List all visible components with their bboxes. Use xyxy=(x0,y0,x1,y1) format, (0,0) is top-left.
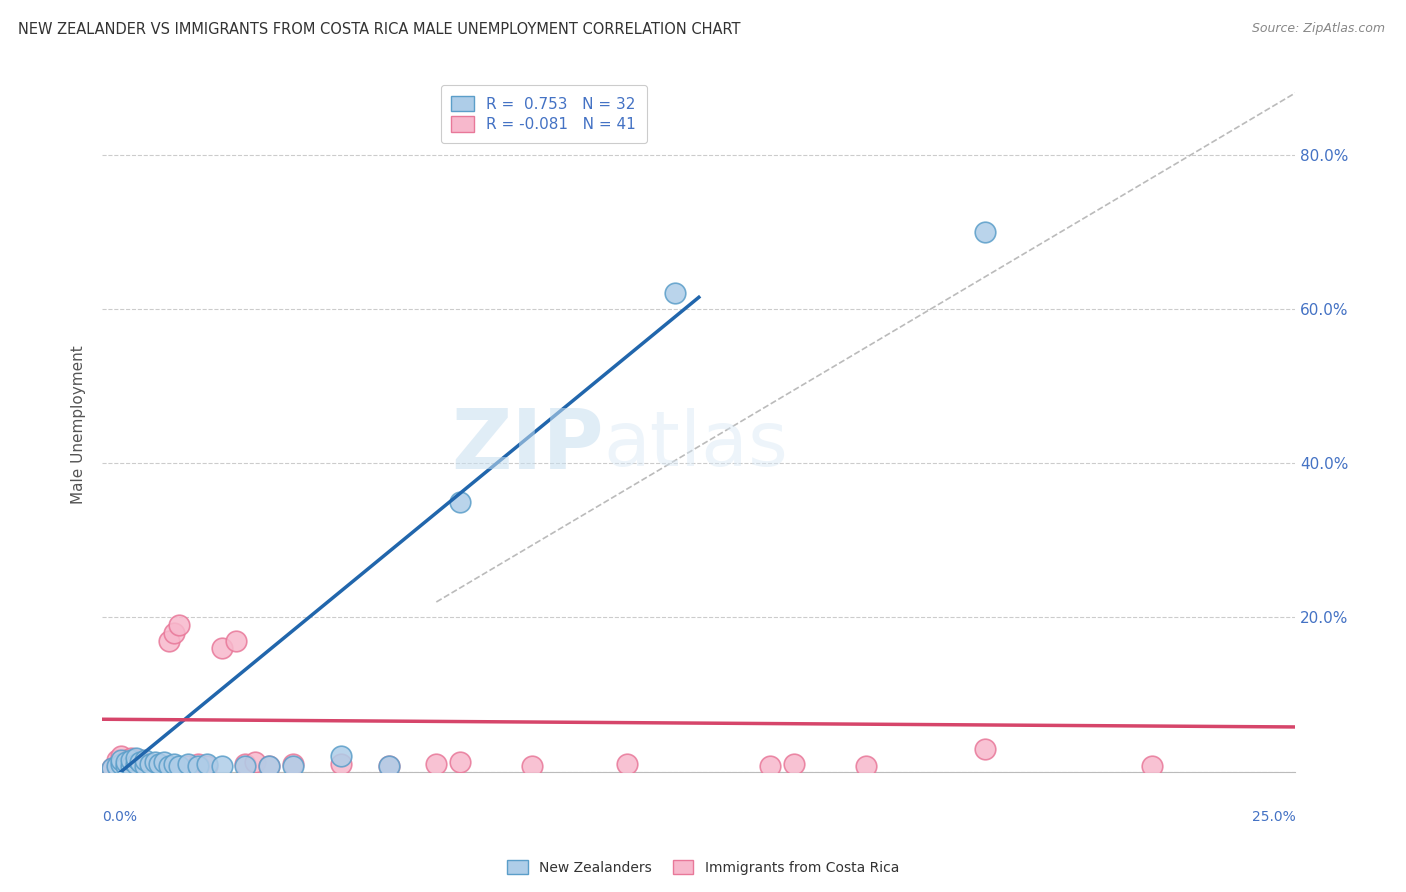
Point xyxy=(129,756,152,771)
Point xyxy=(105,758,128,772)
Text: 0.0%: 0.0% xyxy=(103,810,138,824)
Point xyxy=(124,751,146,765)
Point xyxy=(259,758,281,772)
Point xyxy=(139,756,162,771)
Text: Source: ZipAtlas.com: Source: ZipAtlas.com xyxy=(1251,22,1385,36)
Point xyxy=(281,756,304,771)
Point xyxy=(129,753,152,767)
Point xyxy=(329,749,352,764)
Point xyxy=(143,756,166,770)
Point xyxy=(139,756,162,771)
Point xyxy=(157,633,180,648)
Point xyxy=(759,758,782,772)
Point xyxy=(377,759,399,773)
Point xyxy=(120,758,142,772)
Point xyxy=(1142,758,1164,772)
Point xyxy=(153,758,176,772)
Point xyxy=(177,756,200,771)
Point xyxy=(177,758,200,772)
Point xyxy=(235,756,257,771)
Point xyxy=(187,756,209,771)
Y-axis label: Male Unemployment: Male Unemployment xyxy=(72,345,86,504)
Point xyxy=(520,758,543,772)
Point xyxy=(449,494,471,508)
Point xyxy=(120,756,142,771)
Point xyxy=(110,756,132,771)
Point xyxy=(243,756,266,770)
Point xyxy=(974,225,997,239)
Legend: R =  0.753   N = 32, R = -0.081   N = 41: R = 0.753 N = 32, R = -0.081 N = 41 xyxy=(440,85,647,143)
Text: NEW ZEALANDER VS IMMIGRANTS FROM COSTA RICA MALE UNEMPLOYMENT CORRELATION CHART: NEW ZEALANDER VS IMMIGRANTS FROM COSTA R… xyxy=(18,22,741,37)
Point xyxy=(110,756,132,771)
Point xyxy=(115,756,138,770)
Point xyxy=(425,756,447,771)
Point xyxy=(157,758,180,772)
Point xyxy=(167,758,190,772)
Point xyxy=(616,756,638,771)
Point xyxy=(134,758,156,772)
Point xyxy=(105,753,128,767)
Point xyxy=(110,753,132,767)
Point xyxy=(377,758,399,772)
Point xyxy=(120,753,142,767)
Point xyxy=(115,759,138,773)
Point xyxy=(129,756,152,770)
Point xyxy=(134,758,156,772)
Text: 25.0%: 25.0% xyxy=(1251,810,1295,824)
Point xyxy=(664,286,686,301)
Point xyxy=(153,756,176,770)
Point xyxy=(259,758,281,772)
Point xyxy=(974,741,997,756)
Point xyxy=(211,758,233,772)
Point xyxy=(148,756,170,771)
Point xyxy=(148,756,170,771)
Point xyxy=(195,756,218,771)
Point xyxy=(124,756,146,770)
Point xyxy=(110,749,132,764)
Point xyxy=(855,759,877,773)
Point xyxy=(115,753,138,767)
Text: atlas: atlas xyxy=(603,409,789,483)
Point xyxy=(100,761,122,775)
Point xyxy=(100,761,122,775)
Point xyxy=(124,758,146,772)
Point xyxy=(211,641,233,656)
Point xyxy=(187,758,209,772)
Point xyxy=(143,758,166,772)
Point xyxy=(329,756,352,771)
Text: ZIP: ZIP xyxy=(451,405,603,486)
Point xyxy=(134,753,156,767)
Point xyxy=(124,756,146,771)
Point xyxy=(167,618,190,632)
Point xyxy=(449,756,471,770)
Legend: New Zealanders, Immigrants from Costa Rica: New Zealanders, Immigrants from Costa Ri… xyxy=(502,855,904,880)
Point xyxy=(281,758,304,772)
Point xyxy=(120,751,142,765)
Point xyxy=(225,633,247,648)
Point xyxy=(105,758,128,772)
Point xyxy=(163,625,186,640)
Point xyxy=(235,758,257,772)
Point xyxy=(783,756,806,771)
Point xyxy=(195,758,218,772)
Point xyxy=(115,758,138,772)
Point xyxy=(163,756,186,771)
